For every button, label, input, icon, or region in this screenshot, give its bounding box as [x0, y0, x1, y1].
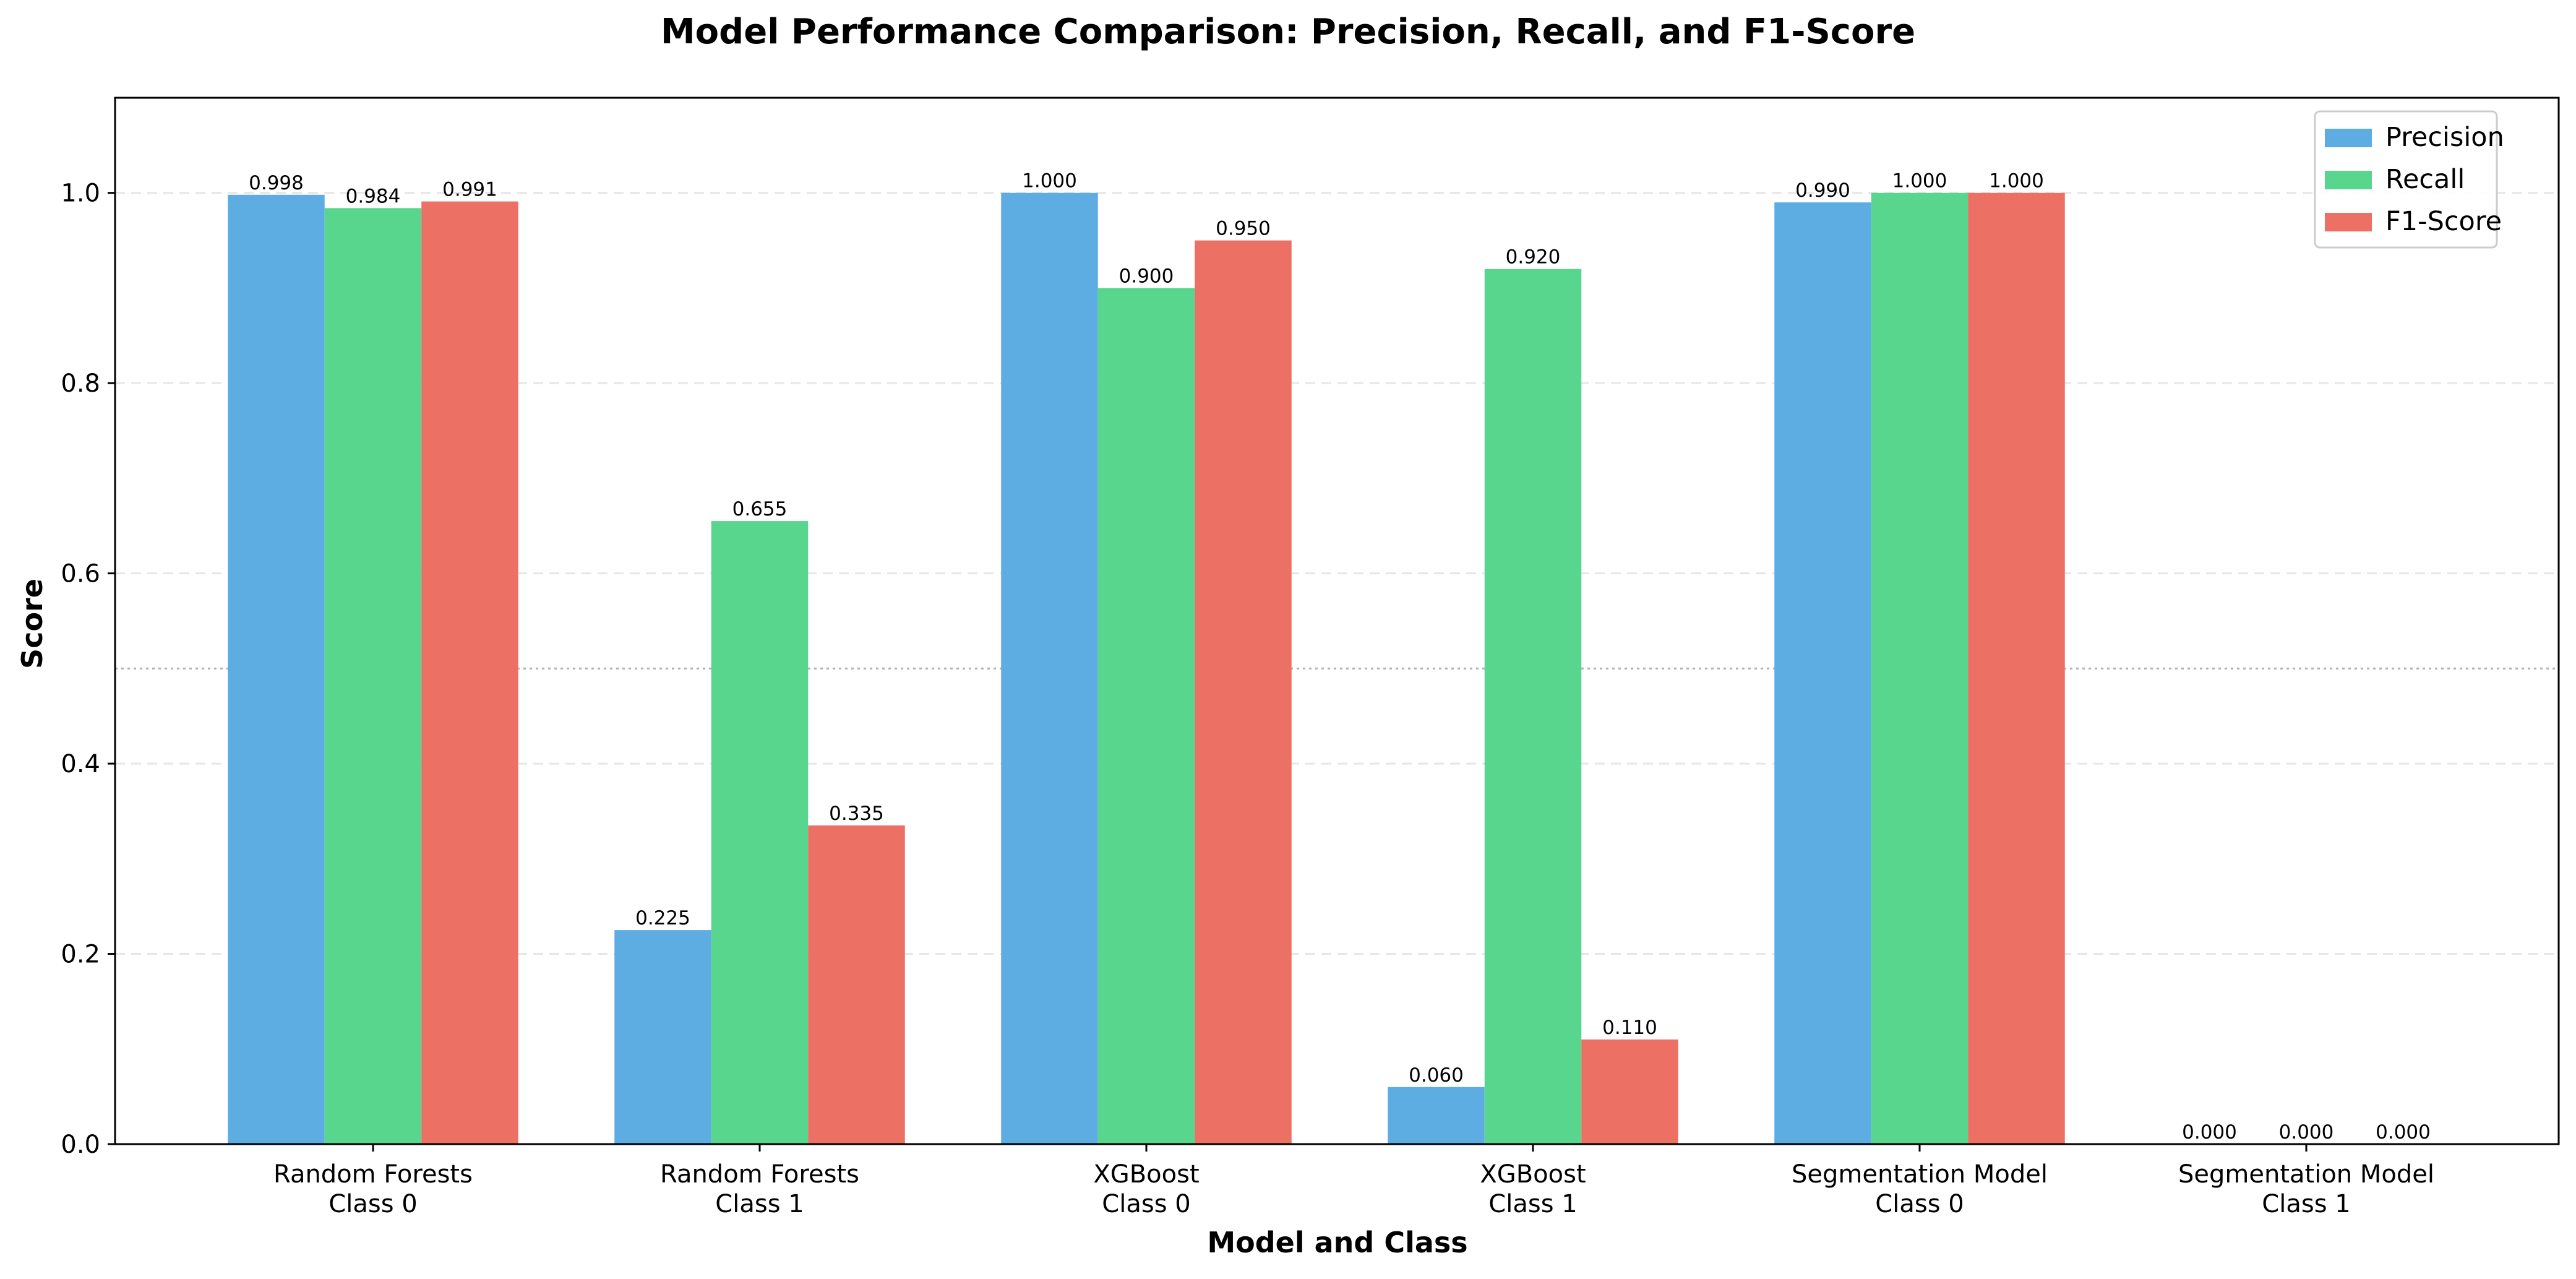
y-tick-label: 0.8 — [61, 369, 100, 398]
y-tick-label: 0.2 — [61, 941, 100, 969]
bar-recall-3 — [1484, 269, 1582, 1144]
x-tick-label: Class 0 — [1102, 1190, 1190, 1218]
legend-swatch-f1-score — [2325, 213, 2372, 231]
bar-f1-score-0 — [421, 201, 518, 1144]
legend-label: Recall — [2385, 164, 2465, 195]
data-label: 0.950 — [1216, 218, 1271, 240]
plot-frame — [114, 97, 2560, 1145]
data-label: 0.110 — [1602, 1017, 1657, 1039]
x-tick-label: XGBoost — [1480, 1160, 1586, 1189]
x-tick-label: Class 0 — [328, 1190, 417, 1218]
data-label: 0.984 — [346, 185, 401, 207]
x-tick-label: Segmentation Model — [1792, 1160, 2048, 1189]
grid-layer — [115, 192, 2559, 955]
x-axis-label: Model and Class — [1207, 1226, 1467, 1259]
bar-f1-score-3 — [1581, 1039, 1678, 1144]
legend-swatch-precision — [2325, 129, 2372, 147]
bar-precision-0 — [228, 194, 325, 1145]
data-label: 0.060 — [1409, 1064, 1464, 1087]
y-tick-label: 0.4 — [61, 750, 100, 778]
legend-label: Precision — [2385, 122, 2504, 153]
data-label: 0.000 — [2182, 1121, 2237, 1143]
x-tick-label: Random Forests — [660, 1160, 859, 1189]
bar-f1-score-2 — [1195, 240, 1292, 1144]
x-tick-label: Segmentation Model — [2178, 1160, 2434, 1189]
data-label: 1.000 — [1022, 170, 1077, 192]
label-layer: 0.998 0.984 0.991 0.225 0.655 0.335 1.000 0.900… — [249, 170, 2431, 1143]
x-tick-label: XGBoost — [1093, 1160, 1199, 1189]
data-label: 0.000 — [2279, 1121, 2334, 1143]
bar-layer — [228, 192, 2065, 1145]
data-label: 0.000 — [2376, 1121, 2431, 1143]
bar-precision-4 — [1774, 202, 1871, 1145]
data-label: 0.990 — [1795, 179, 1850, 202]
bar-f1-score-4 — [1968, 192, 2065, 1144]
y-tick-label: 1.0 — [61, 179, 100, 208]
legend: Precision Recall F1-Score — [2314, 110, 2504, 249]
y-tick-label: 0.0 — [61, 1130, 100, 1159]
data-label: 0.655 — [732, 498, 788, 520]
bar-recall-0 — [324, 208, 422, 1145]
bar-precision-1 — [614, 930, 711, 1144]
data-label: 1.000 — [1892, 170, 1947, 192]
y-tick-label: 0.6 — [61, 560, 100, 588]
data-label: 1.000 — [1989, 170, 2044, 192]
chart-title: Model Performance Comparison: Precision,… — [661, 12, 1915, 52]
bar-precision-3 — [1388, 1087, 1485, 1144]
data-label: 0.920 — [1506, 246, 1561, 269]
bar-recall-1 — [711, 521, 809, 1144]
x-tick-label: Class 1 — [1488, 1190, 1577, 1218]
x-tick-label: Class 1 — [715, 1190, 804, 1218]
data-label: 0.998 — [249, 172, 304, 194]
data-label: 0.900 — [1119, 265, 1174, 287]
x-tick-label: Random Forests — [273, 1160, 473, 1189]
x-tick-label: Class 1 — [2262, 1190, 2350, 1218]
legend-label: F1-Score — [2385, 206, 2502, 237]
data-label: 0.991 — [442, 179, 497, 201]
bar-recall-4 — [1871, 192, 1968, 1144]
x-tick-label: Class 0 — [1875, 1190, 1964, 1218]
data-label: 0.225 — [635, 907, 690, 929]
bar-recall-2 — [1097, 288, 1195, 1144]
bar-f1-score-1 — [808, 825, 905, 1144]
legend-swatch-recall — [2325, 171, 2372, 189]
y-axis-label: Score — [15, 579, 49, 669]
bar-precision-2 — [1001, 192, 1098, 1144]
data-label: 0.335 — [829, 803, 884, 825]
